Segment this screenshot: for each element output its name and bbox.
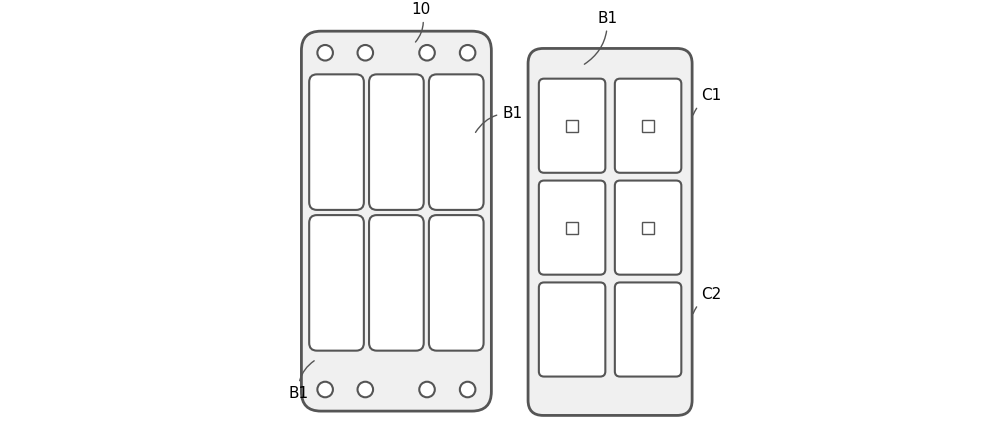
Circle shape: [317, 45, 333, 61]
FancyBboxPatch shape: [539, 282, 605, 377]
Circle shape: [317, 382, 333, 397]
FancyBboxPatch shape: [309, 74, 364, 210]
FancyBboxPatch shape: [369, 215, 424, 350]
FancyBboxPatch shape: [528, 49, 692, 416]
Text: B1: B1: [288, 361, 314, 401]
FancyBboxPatch shape: [369, 74, 424, 210]
FancyBboxPatch shape: [429, 74, 484, 210]
Bar: [642, 222, 654, 234]
Text: 10: 10: [411, 2, 431, 42]
Circle shape: [460, 45, 475, 61]
Text: B1: B1: [476, 105, 522, 132]
Bar: [566, 222, 578, 234]
FancyBboxPatch shape: [615, 282, 681, 377]
Bar: [642, 120, 654, 132]
Bar: [566, 120, 578, 132]
FancyBboxPatch shape: [301, 31, 491, 411]
Circle shape: [419, 382, 435, 397]
FancyBboxPatch shape: [539, 180, 605, 275]
Circle shape: [358, 382, 373, 397]
FancyBboxPatch shape: [615, 180, 681, 275]
FancyBboxPatch shape: [309, 215, 364, 350]
FancyBboxPatch shape: [539, 79, 605, 173]
Circle shape: [419, 45, 435, 61]
Text: C2: C2: [693, 287, 721, 313]
FancyBboxPatch shape: [429, 215, 484, 350]
Circle shape: [460, 382, 475, 397]
Text: B1: B1: [584, 10, 617, 64]
Text: C1: C1: [693, 88, 721, 115]
Circle shape: [358, 45, 373, 61]
FancyBboxPatch shape: [615, 79, 681, 173]
